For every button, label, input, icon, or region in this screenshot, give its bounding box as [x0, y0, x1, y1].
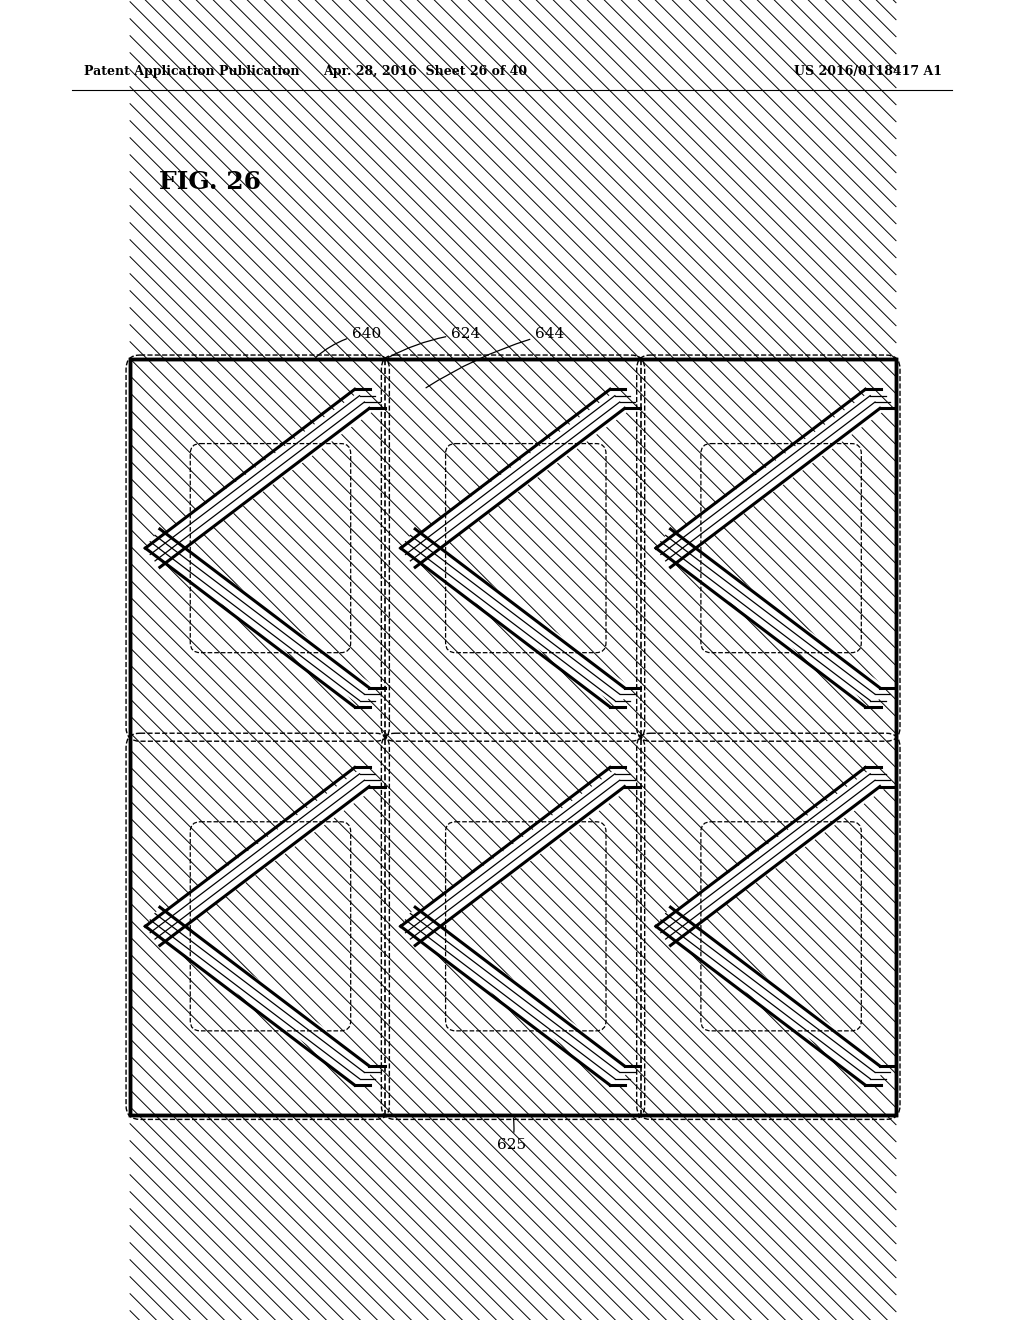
Bar	[130, 359, 896, 1115]
Polygon shape	[145, 389, 377, 568]
Polygon shape	[400, 767, 632, 945]
Polygon shape	[145, 767, 377, 945]
Text: 644: 644	[426, 326, 564, 388]
Text: FIG. 26: FIG. 26	[159, 170, 261, 194]
Polygon shape	[656, 767, 888, 945]
Polygon shape	[400, 389, 632, 568]
Text: US 2016/0118417 A1: US 2016/0118417 A1	[794, 65, 942, 78]
Polygon shape	[656, 907, 888, 1085]
Polygon shape	[145, 907, 377, 1085]
Text: Patent Application Publication: Patent Application Publication	[84, 65, 299, 78]
Polygon shape	[400, 907, 632, 1085]
Text: Apr. 28, 2016  Sheet 26 of 40: Apr. 28, 2016 Sheet 26 of 40	[323, 65, 527, 78]
Text: 625: 625	[498, 1118, 526, 1152]
Bar	[130, 359, 896, 1115]
Text: 640: 640	[316, 326, 381, 358]
Bar	[130, 359, 896, 1115]
Text: 624: 624	[388, 326, 480, 358]
Polygon shape	[145, 529, 377, 708]
Polygon shape	[400, 529, 632, 708]
Polygon shape	[656, 389, 888, 568]
Polygon shape	[656, 529, 888, 708]
